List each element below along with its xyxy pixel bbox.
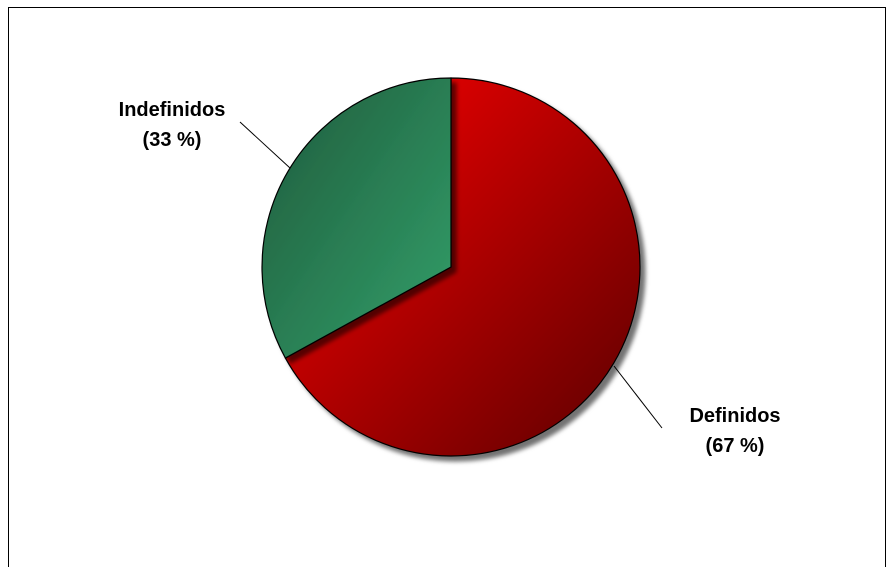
leader-line-definidos	[613, 365, 663, 429]
label-definidos-name: Definidos	[689, 405, 780, 427]
pie-slices	[261, 77, 641, 457]
pie-chart: Indefinidos (33 %) Definidos (67 %)	[119, 77, 781, 457]
pie-slice-definidos	[284, 77, 641, 457]
label-definidos-pct: (67 %)	[706, 435, 765, 457]
label-indefinidos-name: Indefinidos	[119, 99, 226, 121]
label-indefinidos-pct: (33 %)	[143, 129, 202, 151]
pie-slice-indefinidos	[261, 77, 452, 359]
leader-line-indefinidos	[239, 121, 291, 169]
